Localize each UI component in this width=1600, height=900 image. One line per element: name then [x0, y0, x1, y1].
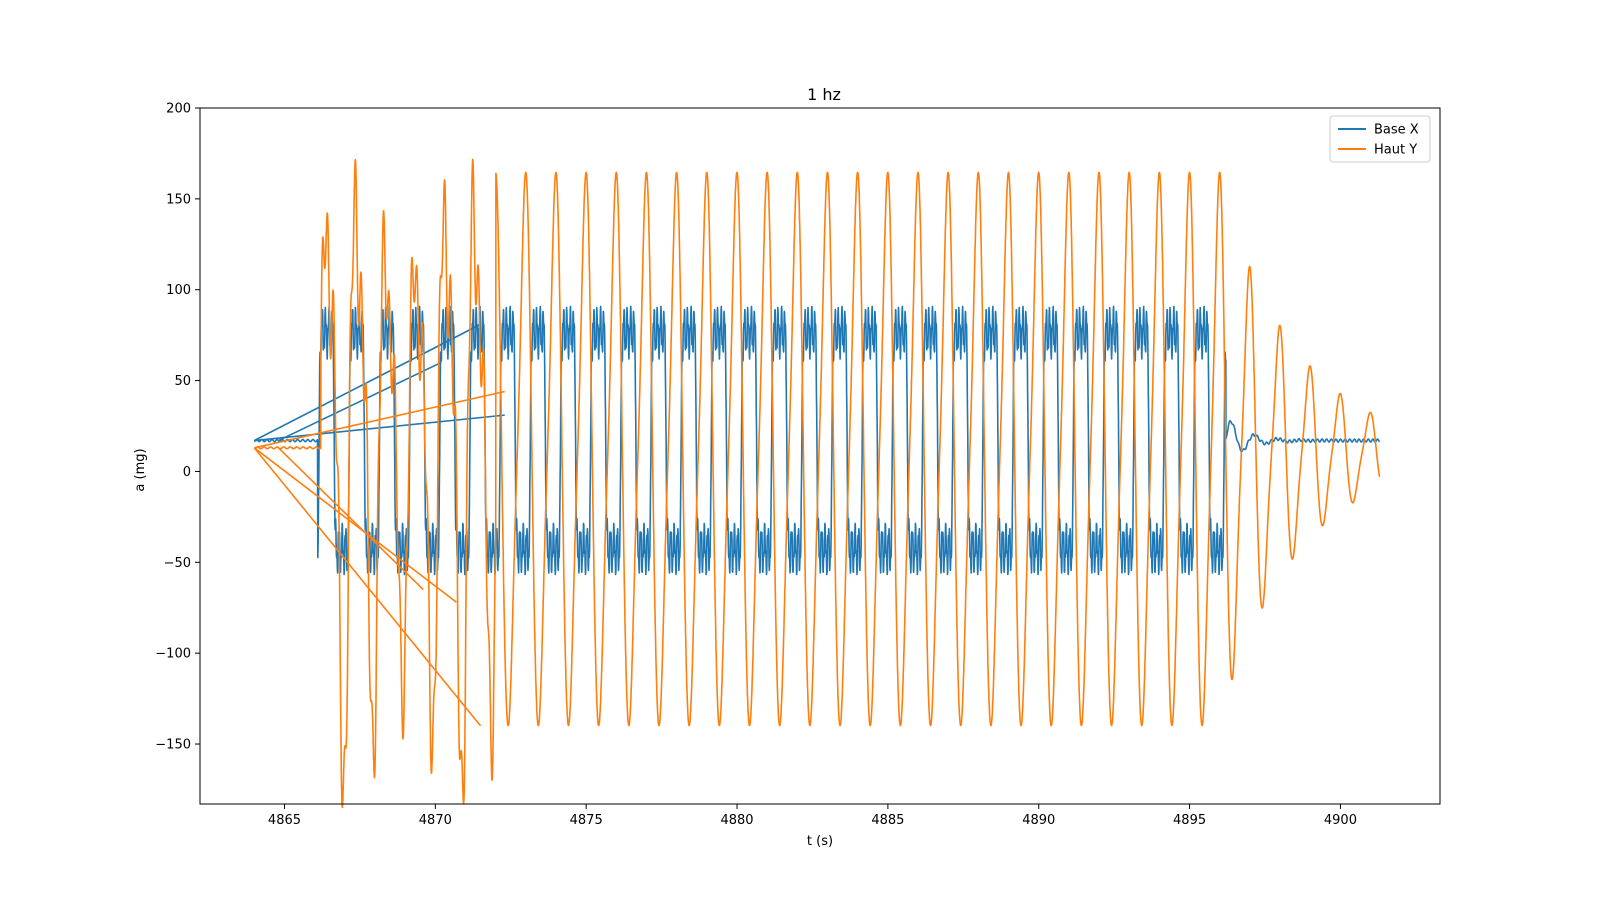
series-line: [253, 158, 1381, 809]
series-segment: [253, 447, 482, 727]
y-tick-label: −150: [155, 738, 191, 753]
x-tick-label: 4900: [1324, 813, 1357, 828]
series-haut-y: [253, 158, 1381, 809]
x-tick-label: 4885: [871, 813, 904, 828]
x-axis-label: t (s): [807, 834, 833, 849]
x-tick-label: 4865: [268, 813, 301, 828]
series-segment: [277, 447, 424, 591]
y-tick-label: 100: [166, 283, 191, 298]
series-layer: [253, 158, 1381, 809]
legend: Base X Haut Y: [1329, 115, 1431, 163]
legend-label: Base X: [1374, 123, 1419, 138]
series-segment: [254, 390, 505, 449]
x-tick-label: 4890: [1022, 813, 1055, 828]
y-tick-label: −50: [164, 556, 191, 571]
y-axis: −150 −100 −50 0 50 100 150 200: [155, 102, 200, 753]
series-segment: [253, 323, 481, 442]
series-segment: [253, 447, 457, 603]
y-tick-label: 50: [174, 374, 191, 389]
plot-frame: [199, 107, 1441, 805]
x-tick-label: 4870: [419, 813, 452, 828]
x-tick-label: 4880: [720, 813, 753, 828]
x-tick-label: 4875: [570, 813, 603, 828]
y-tick-label: 150: [166, 192, 191, 207]
legend-box: [1329, 115, 1431, 163]
legend-label: Haut Y: [1374, 143, 1417, 158]
y-tick-label: 200: [166, 102, 191, 117]
series-segment: [278, 361, 442, 442]
y-tick-label: −100: [155, 647, 191, 662]
x-tick-label: 4895: [1173, 813, 1206, 828]
y-axis-label: a (mg): [133, 448, 148, 491]
y-tick-label: 0: [183, 465, 191, 480]
chart-title: 1 hz: [807, 85, 841, 104]
x-axis: 4865 4870 4875 4880 4885 4890 4895 4900: [268, 804, 1357, 828]
series-line: [253, 305, 1381, 576]
